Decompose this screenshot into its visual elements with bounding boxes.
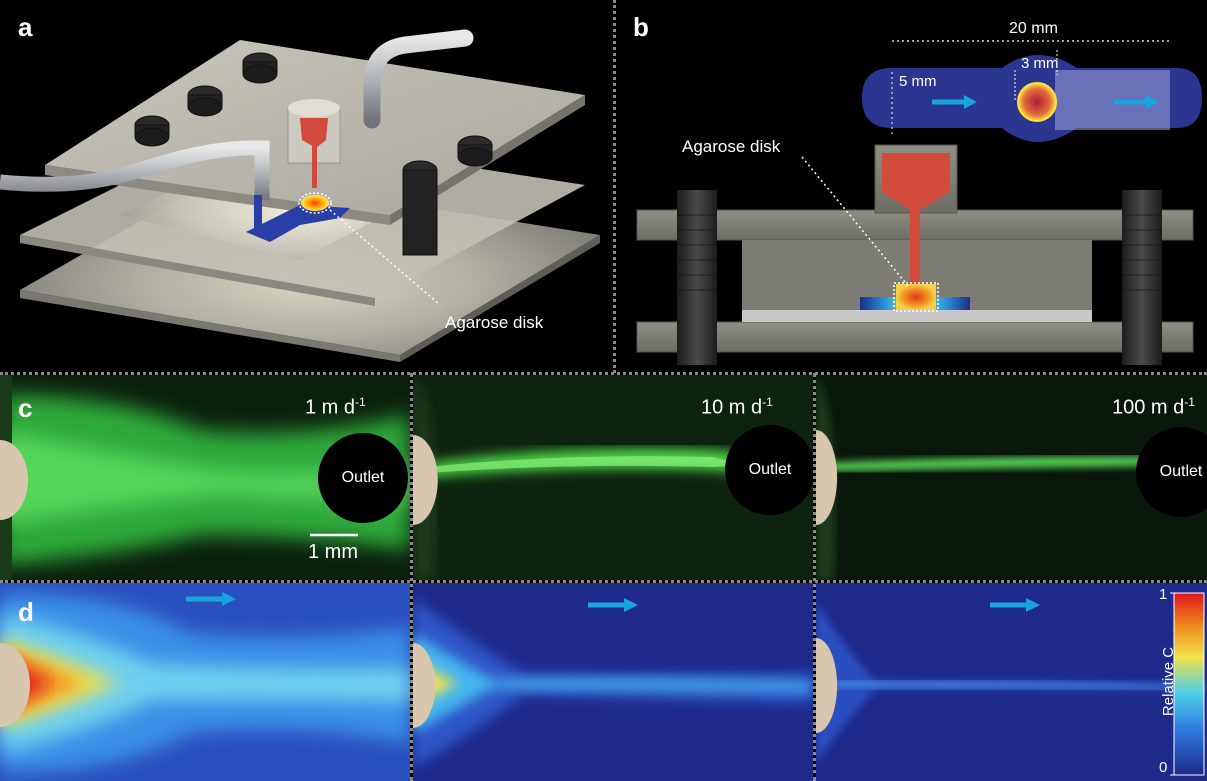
outlet-tube	[363, 29, 474, 129]
outlet-2: Outlet	[725, 425, 813, 515]
agarose-disk-label-b: Agarose disk	[682, 137, 781, 156]
panel-label-d: d	[18, 597, 34, 627]
flow-rate-2: 10 m d-1	[701, 395, 773, 420]
divider-horizontal-2	[0, 580, 1207, 583]
divider-vertical-1	[410, 373, 413, 781]
panel-d-left: d	[0, 583, 410, 781]
divider-vertical-top	[613, 0, 616, 373]
flow-rate-1-exponent: -1	[355, 395, 366, 409]
panel-label-c: c	[18, 393, 33, 423]
colorbar-min: 0	[1159, 759, 1168, 776]
flow-rate-3-exponent: -1	[1184, 395, 1195, 409]
flow-rate-2-value: 10 m d	[701, 396, 763, 419]
inlet-tube	[0, 140, 270, 200]
flow-rate-3-value: 100 m d	[1112, 396, 1185, 419]
panel-d-right: 1 0 Relative C	[816, 583, 1207, 781]
scale-bar-label: 1 mm	[308, 541, 358, 563]
flow-rate-3: 100 m d-1	[1112, 395, 1195, 420]
panel-c-left: c 1 m d-1 Outlet 1 mm	[0, 375, 410, 580]
channel-3d	[246, 205, 350, 242]
concentration-map-1	[0, 583, 410, 781]
concentration-map-2	[413, 583, 813, 781]
disk-dimension: 3 mm	[1021, 55, 1059, 72]
panel-b: b 20 mm 5 mm 3 mm Agarose disk	[617, 0, 1207, 372]
flow-rate-1-value: 1 m d	[305, 396, 356, 419]
panel-d-middle	[413, 583, 813, 781]
panel-label-a: a	[18, 12, 33, 42]
panel-a: a Agarose disk	[0, 0, 613, 372]
outlet-1: Outlet	[318, 433, 408, 523]
screw-icon	[134, 52, 493, 256]
panel-label-b: b	[633, 12, 649, 42]
width-dimension: 20 mm	[1009, 20, 1058, 37]
panel-c-middle: 10 m d-1 Outlet	[413, 375, 813, 580]
device-3d-illustration	[0, 29, 600, 362]
flow-arrow-icon	[932, 95, 977, 109]
outlet-3: Outlet	[1136, 427, 1207, 517]
flow-rate-1: 1 m d-1	[305, 395, 366, 420]
flow-arrow-icon	[990, 598, 1040, 612]
outlet-2-label: Outlet	[748, 461, 792, 478]
agarose-disk-label-a: Agarose disk	[445, 313, 544, 332]
flow-arrow-icon	[186, 592, 236, 606]
screw-icon	[677, 190, 717, 365]
colorbar-max: 1	[1159, 586, 1168, 603]
agarose-disk-section	[896, 284, 936, 310]
agarose-disk-3d	[301, 195, 329, 211]
outlet-3-label: Outlet	[1159, 463, 1203, 480]
outlet-1-label: Outlet	[341, 469, 385, 486]
colorbar	[1173, 592, 1205, 776]
panel-c-right: 100 m d-1 Outlet	[816, 375, 1207, 580]
device-cross-section	[636, 40, 1202, 365]
flow-rate-2-exponent: -1	[762, 395, 773, 409]
flow-arrow-icon	[588, 598, 638, 612]
flow-arrow-icon	[1114, 95, 1159, 109]
concentration-map-3	[816, 583, 1207, 781]
inlet-dimension: 5 mm	[899, 73, 937, 90]
divider-horizontal-1	[0, 372, 1207, 375]
channel-top-view	[862, 40, 1202, 142]
colorbar-title: Relative C	[1160, 646, 1178, 717]
screw-icon	[1122, 190, 1162, 365]
divider-vertical-2	[813, 373, 816, 781]
reservoir	[882, 153, 950, 284]
